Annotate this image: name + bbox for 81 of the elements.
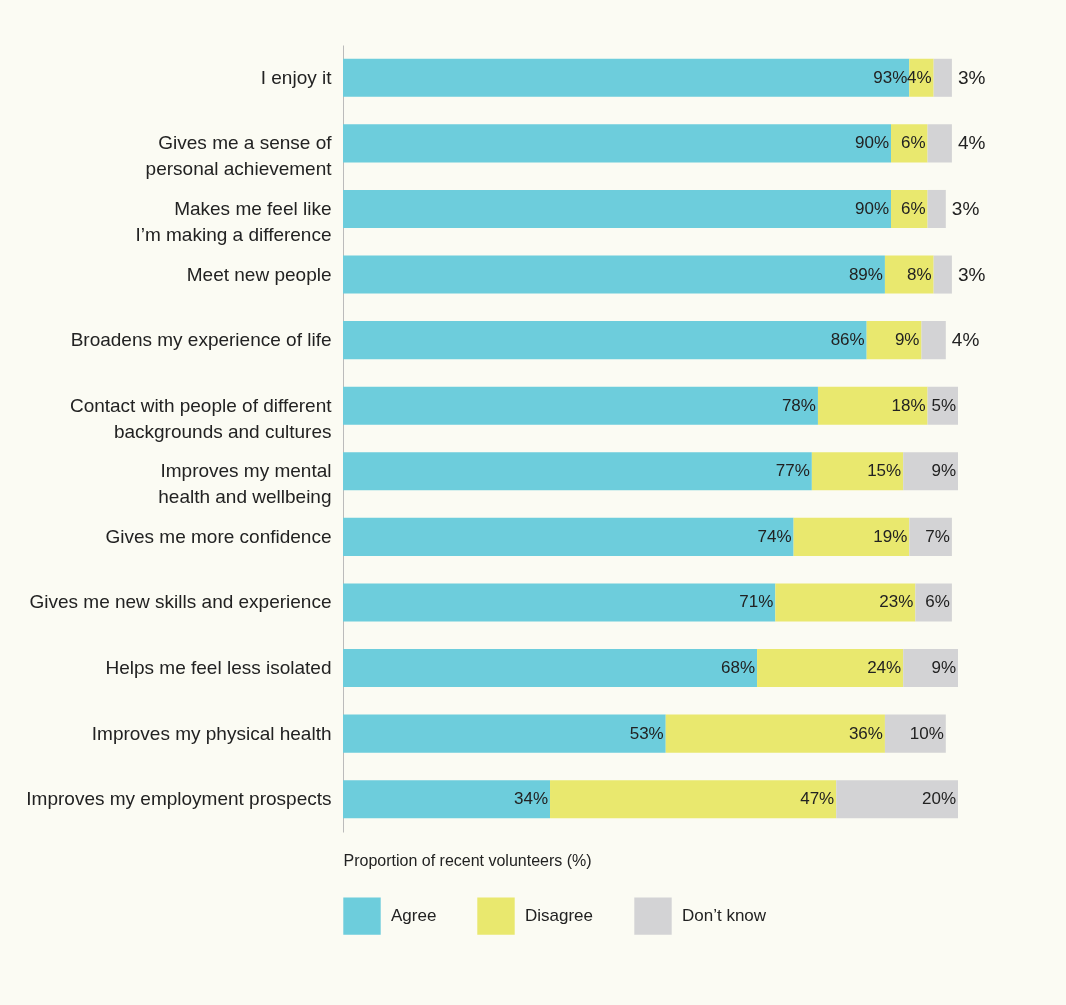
y-tick-label: Improves my employment prospects [26,788,332,810]
data-label: 68% [721,658,756,678]
bar [793,517,910,556]
bar [927,189,946,228]
data-label: 7% [925,526,950,546]
data-label: 3% [951,197,980,219]
bar [343,321,867,360]
y-tick-label: Improves my mental health and wellbeing [158,460,332,508]
y-tick-label: Helps me feel less isolated [105,657,332,679]
data-label: 4% [957,132,986,154]
bar [343,583,776,622]
bar [921,321,946,360]
bar [343,780,551,819]
bar [343,452,812,491]
legend-label: Don’t know [682,906,767,926]
bar [343,124,892,163]
bar [343,386,818,425]
y-tick-label: Broadens my experience of life [70,329,332,351]
data-label: 3% [957,263,986,285]
bar [343,189,892,228]
y-tick-label: I enjoy it [260,66,333,88]
bar [866,321,922,360]
data-label: 90% [854,133,890,153]
x-axis-title: Proportion of recent volunteers (%) [343,851,592,869]
bar [811,452,904,491]
data-label: 53% [629,723,664,743]
data-label: 5% [931,395,956,415]
bar [927,124,952,163]
data-label: 36% [848,723,883,743]
data-label: 9% [931,461,956,481]
bar [817,386,928,425]
bar [884,255,934,294]
y-tick-label: Improves my physical health [91,722,332,744]
y-tick-label: Gives me new skills and experience [29,591,332,613]
bar [343,649,758,688]
data-label: 6% [925,592,950,612]
data-label: 9% [894,330,920,350]
data-label: 34% [514,789,549,809]
y-tick-label: Meet new people [186,263,332,285]
data-label: 89% [848,264,883,284]
data-label: 6% [900,133,926,153]
bar [836,780,958,819]
legend-label: Disagree [525,906,594,926]
bar [884,714,946,753]
legend-label: Agree [391,906,437,926]
data-label: 3% [957,66,986,88]
data-label: 20% [921,789,956,809]
bar [343,517,794,556]
bar [665,714,885,753]
data-label: 10% [909,723,944,743]
bar [343,714,666,753]
data-label: 8% [907,264,932,284]
bar [757,649,904,688]
data-label: 78% [781,395,816,415]
bar [909,517,952,556]
data-label: 74% [757,526,792,546]
bar [550,780,837,819]
y-tick-label: Gives me a sense of personal achievement [145,132,333,180]
bar [343,255,885,294]
bar [933,58,952,97]
bar [903,452,958,491]
data-label: 47% [800,789,835,809]
data-label: 18% [891,395,926,415]
data-label: 23% [879,592,914,612]
data-label: 15% [867,461,902,481]
bar [933,255,952,294]
bar [903,649,958,688]
y-tick-label: Makes me feel like I’m making a difference [135,197,332,245]
y-tick-label: Gives me more confidence [105,525,332,547]
y-tick-label: Contact with people of different backgrounds and cultures [69,394,333,442]
data-label: 77% [775,461,810,481]
data-label: 90% [854,198,890,218]
data-label: 24% [867,658,902,678]
data-label: 4% [951,329,980,351]
data-label: 86% [830,330,865,350]
data-label: 93% [873,67,908,87]
data-label: 6% [900,198,926,218]
bar [775,583,916,622]
data-label: 19% [873,526,908,546]
data-label: 9% [931,658,956,678]
data-label: 71% [739,592,774,612]
